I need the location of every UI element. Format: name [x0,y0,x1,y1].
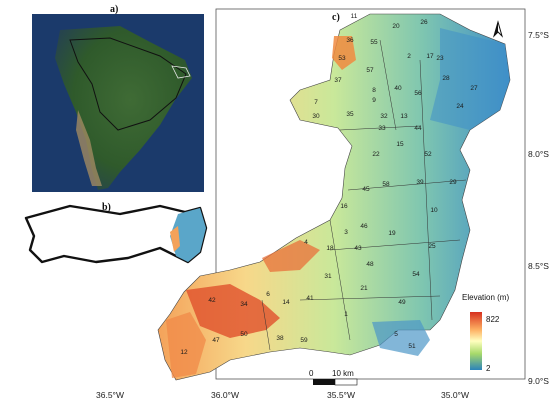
lat-tick-label: 8.0°S [528,149,549,159]
municipality-label-41: 41 [306,295,314,302]
municipality-label-19: 19 [388,230,396,237]
lon-tick-label: 36.0°W [211,390,239,400]
municipality-label-5: 5 [394,331,398,338]
municipality-label-59: 59 [300,337,308,344]
municipality-label-10: 10 [430,207,438,214]
municipality-label-18: 18 [326,245,334,252]
municipality-label-23: 23 [436,55,444,62]
municipality-label-12: 12 [180,349,188,356]
municipality-label-32: 32 [380,113,388,120]
municipality-label-33: 33 [378,125,386,132]
municipality-label-47: 47 [212,337,220,344]
legend-title: Elevation (m) [462,293,509,302]
scale-length: 10 km [332,369,354,378]
municipality-label-25: 25 [428,243,436,250]
panel-label-c: c) [332,12,340,23]
inset-south-america: a) [32,4,204,192]
municipality-label-42: 42 [208,297,216,304]
municipality-label-36: 36 [346,37,354,44]
municipality-label-30: 30 [312,113,320,120]
municipality-label-27: 27 [470,85,478,92]
lat-tick-label: 8.5°S [528,261,549,271]
lat-tick-labels: 7.5°S 8.0°S 8.5°S 9.0°S [528,30,549,386]
municipality-label-21: 21 [360,285,368,292]
lon-tick-labels: 36.5°W 36.0°W 35.5°W 35.0°W [96,390,469,400]
municipality-label-44: 44 [414,125,422,132]
municipality-label-9: 9 [372,97,376,104]
lat-tick-label: 9.0°S [528,376,549,386]
municipality-label-38: 38 [276,335,284,342]
municipality-label-40: 40 [394,85,402,92]
municipality-label-28: 28 [442,75,450,82]
panel-label-b: b) [102,202,111,213]
municipality-label-49: 49 [398,299,406,306]
municipality-label-8: 8 [372,87,376,94]
municipality-label-48: 48 [366,261,374,268]
legend-min: 2 [486,364,491,373]
municipality-label-14: 14 [282,299,290,306]
municipality-label-26: 26 [420,19,428,26]
municipality-label-53: 53 [338,55,346,62]
municipality-label-50: 50 [240,331,248,338]
municipality-label-15: 15 [396,141,404,148]
municipality-label-11: 11 [351,13,358,20]
municipality-label-1: 1 [344,311,348,318]
municipality-label-52: 52 [424,151,432,158]
municipality-label-3: 3 [344,229,348,236]
municipality-label-57: 57 [366,67,374,74]
main-map: c) 1234567891011121314151617181920212223… [96,8,549,400]
municipality-label-16: 16 [340,203,348,210]
elevation-legend: Elevation (m) 822 2 [462,293,509,373]
municipality-label-7: 7 [314,99,318,106]
municipality-label-35: 35 [346,111,354,118]
north-arrow-icon [492,20,504,38]
lat-tick-label: 7.5°S [528,30,549,40]
municipality-label-17: 17 [426,53,434,60]
inset-state-outline: b) [24,202,208,264]
legend-max: 822 [486,315,500,324]
lon-tick-label: 35.5°W [327,390,355,400]
municipality-label-54: 54 [412,271,420,278]
municipality-label-31: 31 [324,273,332,280]
municipality-label-29: 29 [449,179,457,186]
municipality-label-51: 51 [408,343,416,350]
municipality-label-43: 43 [354,245,362,252]
scale-zero: 0 [309,369,314,378]
lon-tick-label: 36.5°W [96,390,124,400]
municipality-labels: 1234567891011121314151617181920212223242… [180,13,478,356]
municipality-label-20: 20 [392,23,400,30]
municipality-label-39: 39 [416,179,424,186]
municipality-label-45: 45 [362,186,370,193]
municipality-label-24: 24 [456,103,464,110]
municipality-label-2: 2 [407,53,411,60]
municipality-label-46: 46 [360,223,368,230]
municipality-label-34: 34 [240,301,248,308]
lon-tick-label: 35.0°W [441,390,469,400]
municipality-label-37: 37 [334,77,342,84]
municipality-label-58: 58 [382,181,390,188]
municipality-label-6: 6 [266,291,270,298]
municipality-label-13: 13 [400,113,408,120]
municipality-label-56: 56 [414,90,422,97]
municipality-label-22: 22 [372,151,380,158]
panel-label-a: a) [110,4,118,15]
municipality-label-4: 4 [304,239,308,246]
municipality-label-55: 55 [370,39,378,46]
scale-bar: 0 10 km [309,369,358,386]
